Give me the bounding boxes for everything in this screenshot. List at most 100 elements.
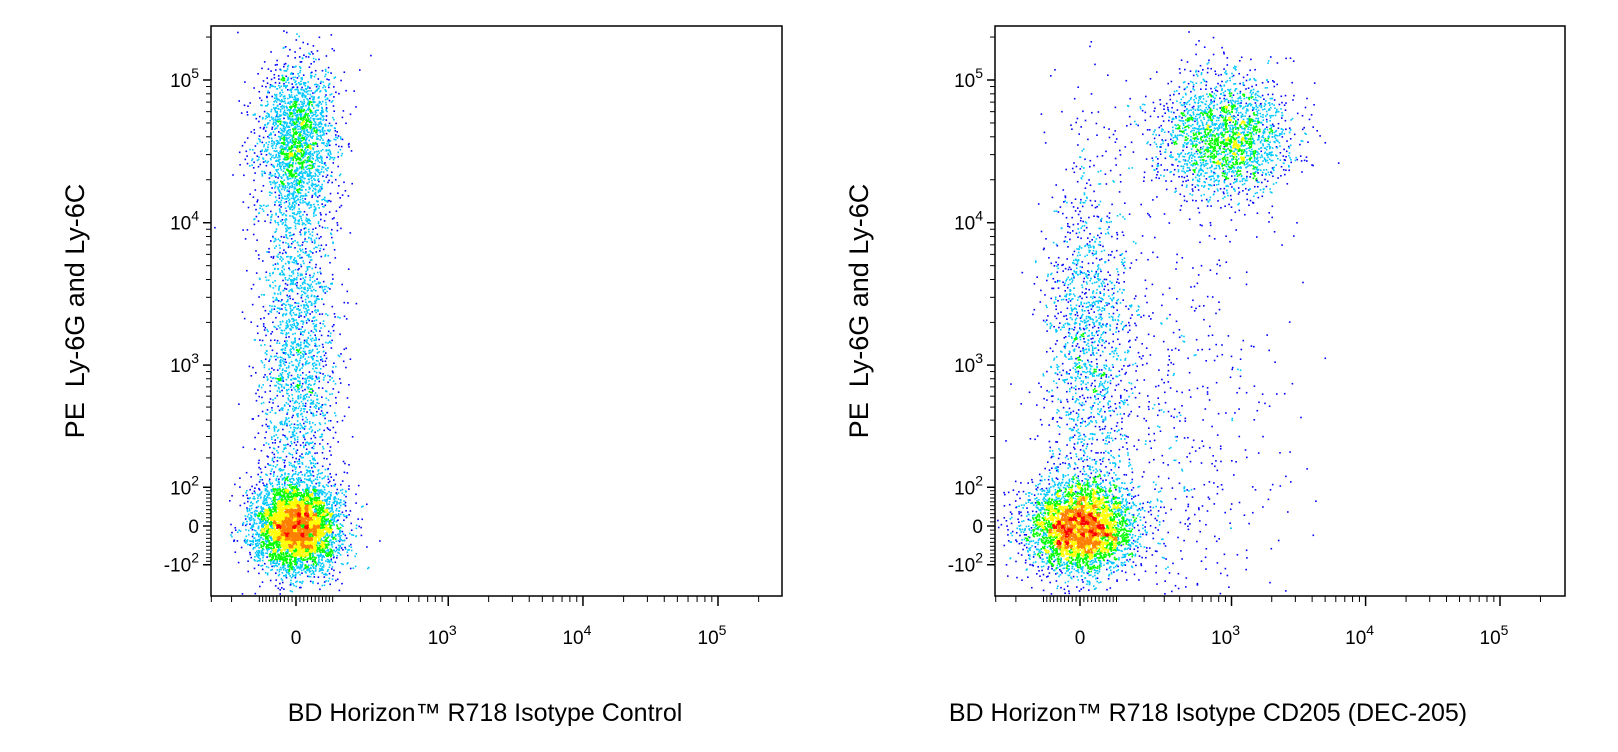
event-dot (274, 553, 277, 555)
event-dot (297, 547, 300, 550)
event-dot (332, 541, 334, 543)
event-dot (285, 500, 288, 502)
event-dot (286, 498, 288, 501)
event-dot (330, 530, 332, 533)
event-dot (284, 555, 286, 558)
event-dot (330, 518, 332, 521)
event-dot (306, 554, 308, 557)
event-dot (276, 460, 279, 462)
event-dot (292, 477, 295, 480)
event-dot (298, 550, 300, 553)
event-dot (321, 510, 324, 513)
event-dot (300, 498, 303, 500)
event-dot (283, 563, 285, 565)
event-dot (297, 558, 300, 560)
event-dot (254, 514, 257, 516)
event-dot (303, 521, 305, 524)
event-dot (291, 590, 293, 593)
event-dot (312, 445, 315, 448)
event-dot (315, 556, 318, 559)
event-dot (287, 547, 289, 549)
event-dot (329, 480, 331, 483)
event-dot (339, 538, 341, 541)
event-dot (308, 488, 310, 491)
event-dot (330, 555, 332, 558)
event-dot (294, 519, 297, 521)
event-dot (322, 541, 325, 544)
event-dot (339, 545, 342, 548)
event-dot (331, 524, 333, 527)
event-dot (321, 521, 323, 523)
event-dot (299, 563, 302, 566)
event-dot (257, 552, 260, 555)
event-dot (274, 548, 277, 551)
event-dot (283, 30, 285, 32)
event-dot (319, 551, 321, 554)
event-dot (290, 582, 292, 584)
event-dot (299, 546, 301, 549)
event-dot (291, 568, 293, 570)
event-dot (297, 527, 300, 530)
event-dot (273, 541, 275, 544)
event-dot (234, 551, 237, 553)
event-dot (277, 556, 279, 559)
event-dot (264, 495, 266, 497)
event-dot (303, 475, 306, 477)
event-dot (302, 525, 304, 527)
event-dot (252, 497, 254, 500)
event-dot (247, 560, 249, 562)
event-dot (260, 565, 262, 567)
event-dot (338, 548, 340, 551)
event-dot (271, 502, 274, 504)
event-dot (303, 546, 305, 548)
event-dot (293, 543, 295, 546)
event-dot (319, 512, 321, 514)
event-dot (321, 493, 324, 495)
event-dot (280, 578, 283, 580)
event-dot (249, 497, 251, 499)
event-dot (317, 501, 319, 504)
event-dot (307, 490, 310, 492)
event-dot (357, 484, 360, 487)
event-dot (336, 493, 338, 496)
event-dot (301, 550, 304, 552)
event-dot (333, 498, 335, 501)
event-dot (305, 498, 307, 501)
event-dot (297, 529, 300, 532)
event-dot (303, 518, 305, 520)
event-dot (326, 574, 328, 576)
event-dot (341, 539, 344, 542)
event-dot (279, 502, 281, 504)
event-dot (309, 544, 312, 546)
event-dot (299, 560, 301, 562)
event-dot (301, 531, 303, 533)
event-dot (322, 535, 324, 537)
event-dot (281, 581, 284, 584)
event-dot (271, 531, 273, 534)
event-dot (286, 544, 289, 546)
event-dot (325, 560, 327, 562)
event-dot (264, 511, 266, 514)
event-dot (338, 506, 341, 509)
event-dot (330, 514, 333, 516)
event-dot (268, 497, 270, 499)
event-dot (312, 528, 315, 531)
event-dot (248, 517, 251, 519)
event-dot (285, 487, 287, 490)
event-dot (281, 521, 283, 524)
event-dot (278, 573, 281, 576)
event-dot (345, 537, 348, 539)
event-dot (325, 494, 327, 496)
event-dot (279, 489, 281, 491)
event-dot (271, 482, 273, 485)
event-dot (317, 530, 319, 533)
event-dot (271, 565, 273, 568)
event-dot (277, 512, 280, 514)
event-dot (312, 486, 315, 488)
event-dot (308, 507, 310, 509)
event-dot (278, 515, 281, 518)
event-dot (272, 523, 275, 525)
event-dot (247, 543, 249, 546)
event-dot (330, 548, 333, 551)
event-dot (270, 551, 272, 553)
